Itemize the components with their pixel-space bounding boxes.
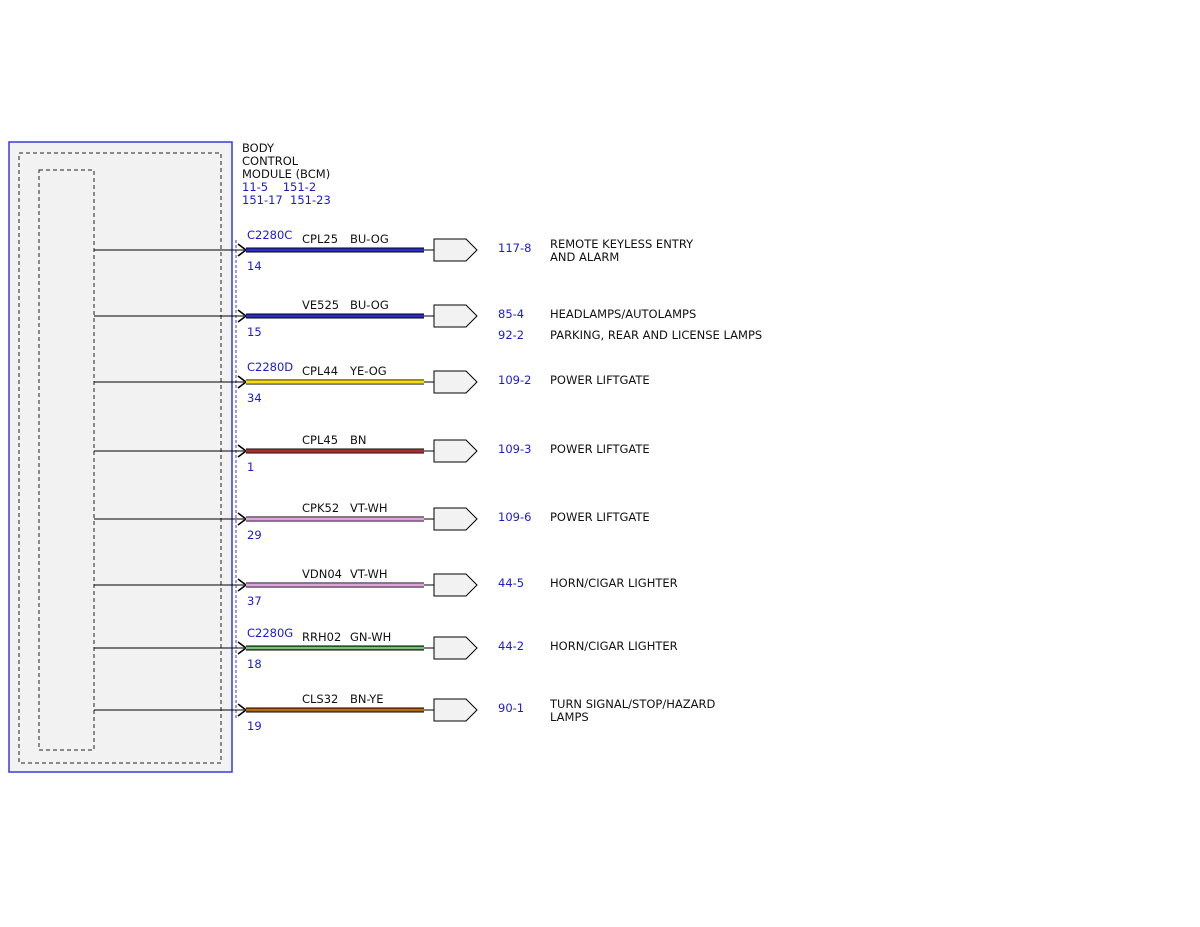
destination-arrow-icon <box>433 636 478 660</box>
destination-description: PARKING, REAR AND LICENSE LAMPS <box>550 328 762 342</box>
pin-number: 29 <box>247 528 262 542</box>
destination-description: HEADLAMPS/AUTOLAMPS <box>550 307 696 321</box>
destination-description: POWER LIFTGATE <box>550 442 650 456</box>
destination-description: HORN/CIGAR LIGHTER <box>550 639 678 653</box>
connector-label: C2280G <box>247 626 293 640</box>
page-reference: 44-2 <box>498 639 524 653</box>
page-reference: 92-2 <box>498 328 524 342</box>
page-reference: 109-3 <box>498 442 531 456</box>
module-internal-dashed-box <box>38 169 95 751</box>
circuit-id: CLS32 <box>302 692 338 706</box>
page-reference: 44-5 <box>498 576 524 590</box>
module-ref-line-1: 11-5 151-2 <box>242 180 316 194</box>
destination-arrow-icon <box>433 304 478 328</box>
circuit-rows: C2280C 14 CPL25 BU-OG 117-8 REMOTE KEYLESS EN… <box>94 228 762 733</box>
wire-color-code: BU-OG <box>350 298 389 312</box>
destination-arrow-icon <box>433 238 478 262</box>
page-reference: 117-8 <box>498 241 531 255</box>
module-title-line-3: MODULE (BCM) <box>242 167 330 181</box>
destination-arrow-icon <box>433 507 478 531</box>
wire-color-code: BN <box>350 433 367 447</box>
circuit-id: VE525 <box>302 298 339 312</box>
wire-color-code: BN-YE <box>350 692 384 706</box>
pin-number: 1 <box>247 460 254 474</box>
destination-arrow-icon <box>433 698 478 722</box>
destination-description: AND ALARM <box>550 250 619 264</box>
circuit-id: CPK52 <box>302 501 339 515</box>
module-title-line-2: CONTROL <box>242 154 299 168</box>
circuit-id: RRH02 <box>302 630 341 644</box>
pin-number: 15 <box>247 325 262 339</box>
wire-color-code: BU-OG <box>350 232 389 246</box>
module-inner-dashed-box <box>18 152 222 764</box>
circuit-id: VDN04 <box>302 567 342 581</box>
destination-arrow-icon <box>433 573 478 597</box>
wire-color-code: VT-WH <box>350 501 388 515</box>
pin-number: 14 <box>247 259 262 273</box>
circuit-id: CPL45 <box>302 433 338 447</box>
page-reference: 109-2 <box>498 373 531 387</box>
module-title-line-1: BODY <box>242 141 275 155</box>
wire-color-code: VT-WH <box>350 567 388 581</box>
destination-description: REMOTE KEYLESS ENTRY <box>550 237 694 251</box>
pin-number: 37 <box>247 594 262 608</box>
connector-label: C2280C <box>247 228 292 242</box>
destination-description: POWER LIFTGATE <box>550 510 650 524</box>
pin-number: 18 <box>247 657 262 671</box>
pin-number: 34 <box>247 391 262 405</box>
circuit-id: CPL44 <box>302 364 338 378</box>
connector-label: C2280D <box>247 360 293 374</box>
module-ref-line-2: 151-17 151-23 <box>242 193 331 207</box>
page-reference: 85-4 <box>498 307 524 321</box>
destination-description: POWER LIFTGATE <box>550 373 650 387</box>
page-reference: 109-6 <box>498 510 531 524</box>
destination-arrow-icon <box>433 439 478 463</box>
bcm-module <box>8 141 237 773</box>
pin-number: 19 <box>247 719 262 733</box>
circuit-id: CPL25 <box>302 232 338 246</box>
wire-color-code: GN-WH <box>350 630 391 644</box>
page-reference: 90-1 <box>498 701 524 715</box>
destination-description: TURN SIGNAL/STOP/HAZARD <box>549 697 715 711</box>
module-outer-box <box>8 141 233 773</box>
destination-description: HORN/CIGAR LIGHTER <box>550 576 678 590</box>
destination-description: LAMPS <box>550 710 589 724</box>
wire-color-code: YE-OG <box>349 364 387 378</box>
destination-arrow-icon <box>433 370 478 394</box>
